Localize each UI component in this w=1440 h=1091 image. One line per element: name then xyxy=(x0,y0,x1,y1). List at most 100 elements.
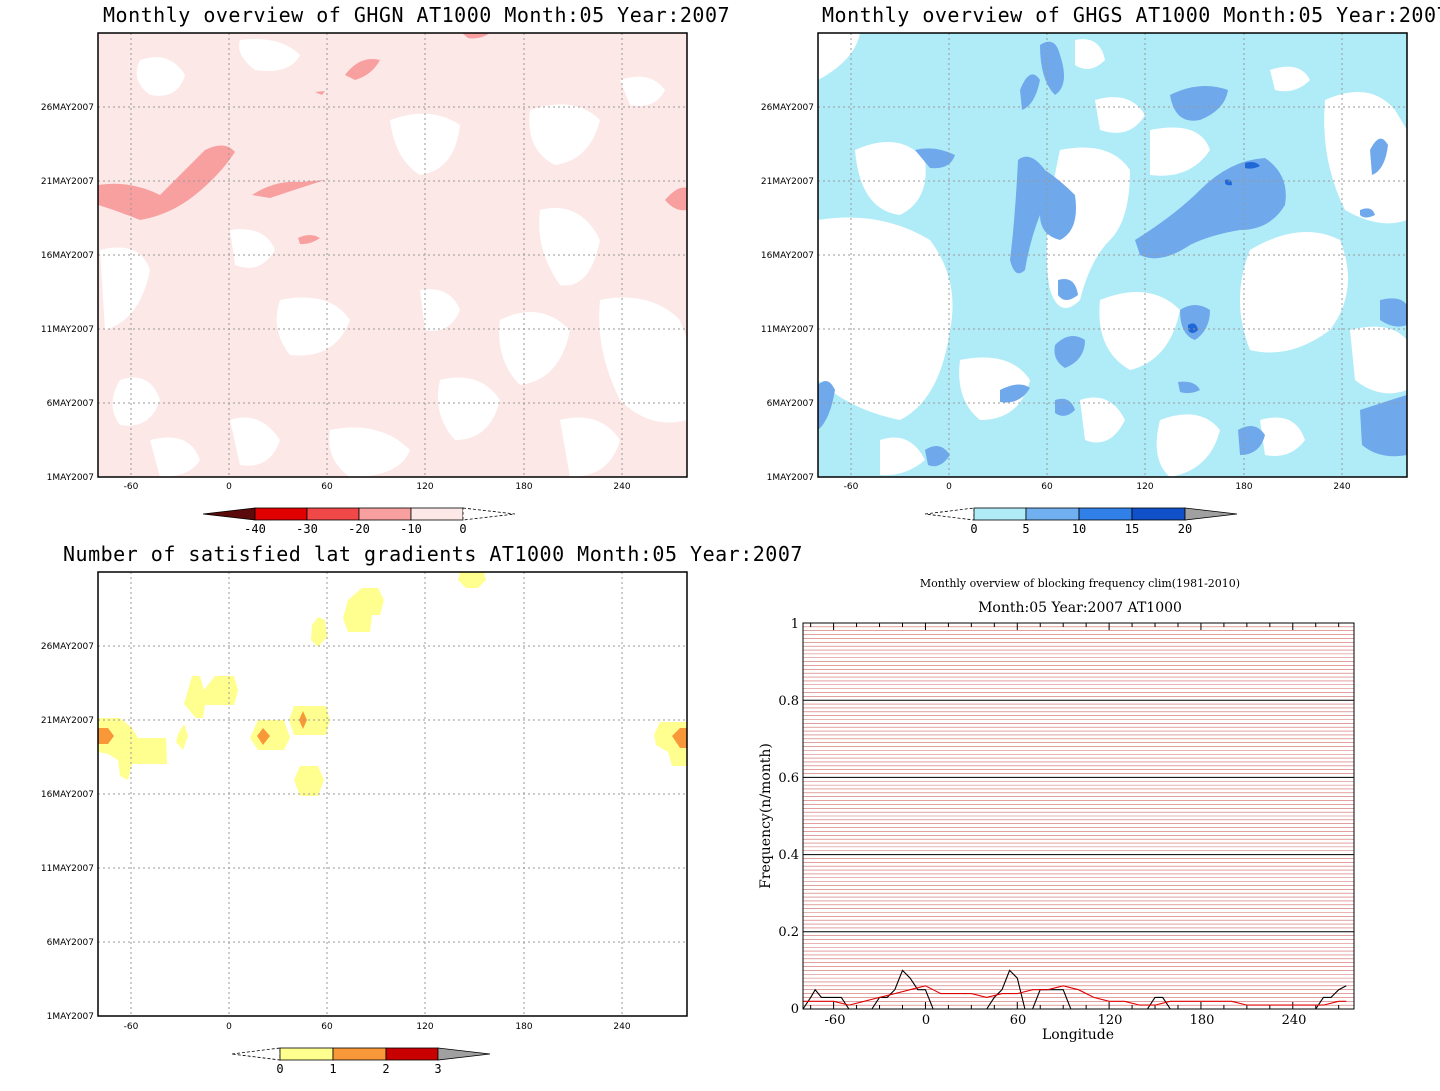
map2-ytick: 16MAY2007 xyxy=(761,251,814,261)
map1-panel: -60 0 60 120 180 240 1MAY2007 6MAY2007 1… xyxy=(41,32,688,536)
map1-colorbar-cell xyxy=(358,507,412,521)
map1-colorbar-cell xyxy=(254,507,308,521)
map3-xtick: 60 xyxy=(321,1022,333,1032)
map3-xtick: 0 xyxy=(226,1022,232,1032)
map2-colorbar-cell xyxy=(924,507,975,521)
freq-xtick: 60 xyxy=(1010,1013,1027,1028)
freq-subtitle: Month:05 Year:2007 AT1000 xyxy=(978,600,1182,616)
map2-colorbar-tick: 0 xyxy=(970,522,977,536)
freq-x-label: Longitude xyxy=(1042,1027,1114,1043)
map3-title: Number of satisfied lat gradients AT1000… xyxy=(63,542,803,566)
map1-xtick: 180 xyxy=(515,482,532,492)
map3-xtick: -60 xyxy=(124,1022,139,1032)
map2-blank-regions xyxy=(818,33,1407,477)
map1-ytick: 1MAY2007 xyxy=(47,473,94,483)
map1-frame xyxy=(97,32,688,478)
freq-title: Monthly overview of blocking frequency c… xyxy=(920,577,1240,590)
map3-colorbar-cell xyxy=(231,1047,281,1061)
map2-ytick: 11MAY2007 xyxy=(761,325,814,335)
map2-colorbar-tick: 20 xyxy=(1178,522,1192,536)
map2-colorbar-cell xyxy=(1025,507,1080,521)
map3-ytick: 21MAY2007 xyxy=(41,716,94,726)
map3-colorbar-tick: 0 xyxy=(276,1062,283,1076)
freq-ytick: 0.6 xyxy=(778,771,799,786)
map1-colorbar-tick: -40 xyxy=(244,522,266,536)
freq-xtick: 180 xyxy=(1190,1013,1215,1028)
map3-colorbar-tick: 3 xyxy=(434,1062,441,1076)
map3-panel: -60 0 60 120 180 240 1MAY2007 6MAY2007 1… xyxy=(41,571,688,1076)
map2-xtick: 60 xyxy=(1041,482,1053,492)
map1-x-ticks: -60 0 60 120 180 240 xyxy=(124,482,631,492)
map2-xtick: 0 xyxy=(946,482,952,492)
freq-minor-grid xyxy=(803,626,1354,1006)
freq-ytick: 0.8 xyxy=(778,694,799,709)
map1-title: Monthly overview of GHGN AT1000 Month:05… xyxy=(103,3,731,27)
map2-colorbar-tick: 5 xyxy=(1022,522,1029,536)
freq-xtick: 240 xyxy=(1282,1013,1307,1028)
map3-colorbar-tick: 2 xyxy=(382,1062,389,1076)
map2-title: Monthly overview of GHGS AT1000 Month:05… xyxy=(822,3,1440,27)
freq-major-grid xyxy=(803,699,1354,933)
map1-xtick: 120 xyxy=(416,482,433,492)
map2-colorbar-cell xyxy=(973,507,1027,521)
map1-xtick: -60 xyxy=(124,482,139,492)
map2-colorbar-tick: 15 xyxy=(1125,522,1139,536)
map2-colorbar-tick: 10 xyxy=(1072,522,1086,536)
map1-strong-regions xyxy=(98,33,687,245)
map3-x-ticks: -60 0 60 120 180 240 xyxy=(124,1022,631,1032)
freq-xtick: 0 xyxy=(922,1013,930,1028)
map2-strongest-regions xyxy=(1188,162,1260,333)
map1-colorbar-tick: -20 xyxy=(348,522,370,536)
freq-xtick: 120 xyxy=(1098,1013,1123,1028)
map1-colorbar: -40 -30 -20 -10 0 xyxy=(202,507,516,536)
freq-ytick: 0.2 xyxy=(778,925,799,940)
map3-colorbar-cell xyxy=(437,1047,491,1061)
map3-ytick: 26MAY2007 xyxy=(41,642,94,652)
map1-colorbar-tick: -10 xyxy=(400,522,422,536)
map2-panel: -60 0 60 120 180 240 1MAY2007 6MAY2007 1… xyxy=(761,32,1408,536)
map3-y-ticks: 1MAY2007 6MAY2007 11MAY2007 16MAY2007 21… xyxy=(41,642,94,1022)
map2-ytick: 21MAY2007 xyxy=(761,177,814,187)
map1-blank-regions xyxy=(100,39,687,477)
freq-ytick: 0.4 xyxy=(778,848,799,863)
map3-colorbar-cell xyxy=(385,1047,439,1061)
map1-ytick: 16MAY2007 xyxy=(41,251,94,261)
map2-xtick: 180 xyxy=(1235,482,1252,492)
map2-ytick: 1MAY2007 xyxy=(767,473,814,483)
map3-colorbar: 0 1 2 3 xyxy=(231,1047,491,1076)
map2-xtick: 240 xyxy=(1333,482,1350,492)
map2-colorbar-cell xyxy=(1131,507,1186,521)
map2-colorbar-cell xyxy=(1078,507,1133,521)
map2-xtick: -60 xyxy=(844,482,859,492)
freq-xtick: -60 xyxy=(825,1013,846,1028)
map3-colorbar-tick: 1 xyxy=(329,1062,336,1076)
map1-gridlines xyxy=(98,33,687,477)
freq-top-ticks xyxy=(810,623,1340,630)
freq-series-line-1 xyxy=(803,985,1347,1006)
freq-ytick: 1 xyxy=(791,617,799,632)
map1-ytick: 11MAY2007 xyxy=(41,325,94,335)
map3-xtick: 180 xyxy=(515,1022,532,1032)
map3-xtick: 240 xyxy=(613,1022,630,1032)
map2-colorbar: 0 5 10 15 20 xyxy=(924,507,1238,536)
map2-ytick: 6MAY2007 xyxy=(767,399,814,409)
map1-y-ticks: 1MAY2007 6MAY2007 11MAY2007 16MAY2007 21… xyxy=(41,103,94,483)
freq-frame xyxy=(802,622,1355,1010)
freq-x-ticks: -60 0 60 120 180 240 xyxy=(825,1013,1307,1028)
map3-gridlines xyxy=(98,572,687,1016)
map1-colorbar-tick: 0 xyxy=(459,522,466,536)
map3-ytick: 16MAY2007 xyxy=(41,790,94,800)
map2-colorbar-cell xyxy=(1184,507,1238,521)
map1-ytick: 21MAY2007 xyxy=(41,177,94,187)
map2-y-ticks: 1MAY2007 6MAY2007 11MAY2007 16MAY2007 21… xyxy=(761,103,814,483)
freq-y-label: Frequency(n/month) xyxy=(758,743,774,889)
map3-frame xyxy=(97,571,688,1017)
map2-ytick: 26MAY2007 xyxy=(761,103,814,113)
map1-colorbar-cell xyxy=(462,507,516,521)
map2-x-ticks: -60 0 60 120 180 240 xyxy=(844,482,1351,492)
map2-strong-regions xyxy=(818,41,1407,467)
map1-xtick: 240 xyxy=(613,482,630,492)
map3-ytick: 11MAY2007 xyxy=(41,864,94,874)
map1-colorbar-tick: -30 xyxy=(296,522,318,536)
